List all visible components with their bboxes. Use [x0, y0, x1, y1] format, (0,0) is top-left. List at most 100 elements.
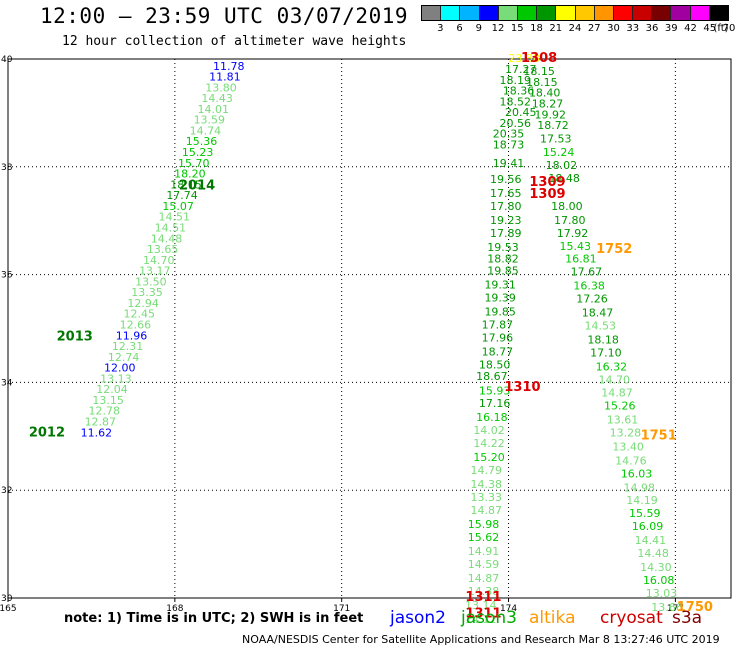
color-swatch [498, 6, 518, 20]
wave-height-value: 12.78 [88, 405, 120, 418]
time-label: 1751 [641, 429, 677, 444]
wave-height-value: 19.53 [487, 241, 519, 254]
wave-height-value: 14.22 [473, 437, 505, 450]
wave-height-value: 17.65 [490, 187, 522, 200]
wave-height-value: 15.98 [468, 518, 500, 531]
wave-height-value: 19.31 [484, 279, 516, 292]
time-label: 1311 [465, 606, 501, 621]
wave-height-value: 17.87 [482, 319, 514, 332]
time-label: 1752 [596, 242, 632, 257]
wave-height-value: 13.14 [465, 599, 497, 612]
x-tick-label: 168 [166, 604, 183, 614]
color-legend-tick: 9 [475, 23, 482, 34]
wave-height-value: 15.62 [468, 531, 500, 544]
wave-height-value: 14.41 [635, 534, 667, 547]
color-legend-tick: 36 [645, 23, 659, 34]
color-swatch [517, 6, 538, 20]
wave-height-value: 18.82 [487, 253, 519, 266]
color-swatch [690, 6, 710, 20]
wave-height-value: 14.53 [585, 320, 617, 333]
wave-height-value: 17.92 [557, 227, 589, 240]
color-legend-tick: 6 [456, 23, 463, 34]
color-legend-tick: 3 [437, 23, 444, 34]
time-label: 1311 [465, 590, 501, 605]
wave-height-value: 12.66 [120, 319, 152, 332]
color-swatch [633, 6, 653, 20]
wave-height-value: 14.48 [151, 232, 183, 245]
color-swatch [671, 6, 691, 20]
wave-height-value: 11.62 [81, 426, 113, 439]
wave-height-value: 17.16 [479, 397, 511, 410]
wave-height-value: 19.23 [490, 214, 522, 227]
color-swatch [594, 6, 614, 20]
wave-height-value: 13.50 [135, 275, 167, 288]
color-swatch [709, 6, 728, 20]
time-label: 1310 [504, 380, 540, 395]
color-legend: 3 6 9 12 15 18 21 24 27 30 33 36 39 42 45 70 (ft) [421, 5, 735, 35]
wave-height-value: 14.74 [190, 124, 222, 137]
wave-height-value: 15.23 [182, 146, 214, 159]
x-tick-label: 174 [500, 604, 517, 614]
wave-height-value: 18.72 [537, 119, 569, 132]
wave-height-value: 18.48 [548, 172, 580, 185]
wave-height-value: 15.07 [162, 200, 194, 213]
color-swatch [479, 6, 499, 20]
wave-height-value: 17.80 [490, 200, 522, 213]
credit-line: NOAA/NESDIS Center for Satellite Applica… [242, 633, 720, 646]
wave-height-value: 16.09 [632, 520, 664, 533]
wave-height-value: 18.15 [523, 65, 555, 78]
color-legend-tick: 12 [491, 23, 505, 34]
wave-height-value: 15.93 [479, 384, 511, 397]
wave-height-value: 16.03 [621, 467, 653, 480]
color-legend-tick: 15 [510, 23, 524, 34]
wave-height-value: 14.87 [601, 386, 633, 399]
wave-height-value: 18.15 [170, 178, 202, 191]
wave-height-value: 18.47 [582, 307, 614, 320]
plot-frame [7, 58, 732, 599]
color-legend-tick: 45 [703, 23, 717, 34]
wave-height-value: 18.27 [532, 98, 564, 111]
wave-height-value: 14.59 [468, 558, 500, 571]
wave-height-value: 15.24 [543, 146, 575, 159]
wave-height-value: 14.38 [468, 585, 500, 598]
y-tick-label: 40 [1, 55, 13, 65]
color-legend-tick: 27 [587, 23, 601, 34]
wave-height-value: 12.94 [127, 297, 159, 310]
wave-height-value: 18.36 [503, 85, 535, 98]
color-swatch [441, 6, 461, 20]
color-legend-unit: (ft) [713, 23, 729, 34]
wave-height-value: 16.38 [573, 280, 605, 293]
wave-height-value: 12.87 [85, 416, 117, 429]
color-legend-tick: 30 [607, 23, 620, 34]
wave-height-value: 20.45 [505, 106, 537, 119]
wave-height-value: 13.33 [471, 491, 503, 504]
color-swatch [575, 6, 595, 20]
wave-height-value: 13.35 [131, 286, 163, 299]
wave-height-value: 11.96 [116, 329, 148, 342]
wave-height-value: 14.98 [623, 481, 655, 494]
wave-height-value: 18.02 [546, 159, 578, 172]
color-swatch [537, 6, 557, 20]
wave-height-value: 11.78 [213, 60, 245, 73]
wave-height-value: 14.48 [637, 547, 669, 560]
wave-height-value: 16.18 [476, 411, 508, 424]
wave-height-value: 18.73 [493, 138, 525, 151]
color-swatch [556, 6, 576, 20]
legend-altika: altika [529, 608, 576, 628]
wave-height-value: 18.18 [587, 334, 619, 347]
y-tick-label: 32 [1, 486, 12, 496]
time-label: 2012 [29, 425, 65, 440]
wave-height-value: 13.03 [646, 587, 678, 600]
color-swatch [613, 6, 634, 20]
wave-height-value: 12.45 [124, 308, 156, 321]
wave-height-value: 13.66 [651, 601, 683, 614]
wave-height-value: 14.02 [473, 424, 505, 437]
wave-height-value: 13.59 [194, 114, 226, 127]
y-tick-label: 30 [1, 594, 13, 604]
wave-height-value: 15.59 [629, 507, 661, 520]
wave-height-value: 11.81 [209, 71, 241, 84]
wave-height-value: 12.74 [108, 351, 140, 364]
wave-height-value: 17.53 [540, 133, 572, 146]
wave-height-value: 12.04 [96, 383, 128, 396]
wave-height-value: 18.50 [479, 358, 511, 371]
